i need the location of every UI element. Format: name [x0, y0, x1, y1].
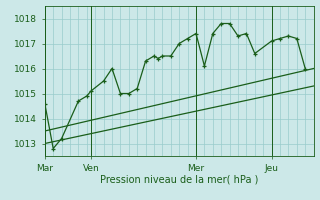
X-axis label: Pression niveau de la mer( hPa ): Pression niveau de la mer( hPa ) — [100, 174, 258, 184]
